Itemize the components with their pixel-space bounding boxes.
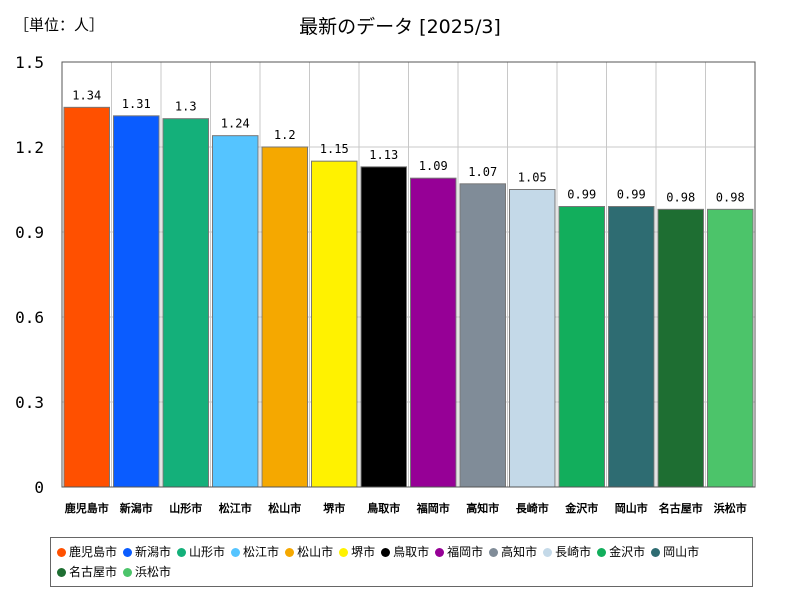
x-tick-label: 松山市 (268, 501, 301, 515)
bar (360, 166, 407, 488)
data-label: 0.99 (567, 188, 596, 202)
legend-label: 長崎市 (555, 545, 592, 559)
legend-marker-icon (285, 548, 295, 557)
x-tick-label: 山形市 (169, 501, 202, 515)
legend-marker-icon (231, 548, 241, 557)
x-tick-label: 高知市 (466, 501, 499, 515)
legend-label: 金沢市 (609, 545, 646, 559)
chart-title: 最新のデータ [2025/3] (299, 16, 501, 38)
legend-marker-icon (597, 548, 607, 557)
legend-item: 金沢市 (597, 542, 645, 562)
data-label: 1.05 (518, 171, 547, 185)
legend-item: 福岡市 (435, 542, 483, 562)
bar (63, 106, 110, 488)
bar (509, 189, 556, 488)
legend-label: 松山市 (297, 545, 334, 559)
bar (162, 118, 209, 488)
data-label: 1.09 (419, 159, 448, 173)
bar (459, 183, 506, 488)
x-tick-label: 堺市 (323, 501, 345, 515)
legend-label: 松江市 (243, 545, 280, 559)
x-tick-label: 浜松市 (714, 501, 747, 515)
legend-label: 堺市 (351, 545, 376, 559)
data-label: 0.98 (716, 190, 745, 204)
bar (261, 146, 308, 488)
y-tick-label: 0.9 (15, 223, 44, 242)
bar (707, 208, 754, 488)
legend-item: 山形市 (177, 542, 225, 562)
x-tick-label: 新潟市 (120, 501, 153, 515)
data-label: 1.07 (468, 165, 497, 179)
legend-label: 福岡市 (447, 545, 484, 559)
legend-item: 鳥取市 (381, 542, 429, 562)
bar (558, 206, 605, 488)
x-tick-label: 福岡市 (416, 501, 450, 515)
legend-item: 松山市 (285, 542, 333, 562)
legend-marker-icon (57, 548, 66, 557)
legend-label: 高知市 (501, 545, 538, 559)
legend-item: 堺市 (339, 542, 375, 562)
legend-item: 新潟市 (123, 542, 171, 562)
y-tick-label: 0 (34, 478, 44, 497)
x-tick-label: 名古屋市 (659, 501, 703, 515)
legend-item: 浜松市 (123, 562, 171, 582)
x-tick-label: 鳥取市 (367, 501, 400, 515)
x-tick-label: 金沢市 (564, 501, 598, 515)
data-label: 1.31 (122, 97, 151, 111)
legend-marker-icon (339, 548, 349, 557)
data-label: 1.13 (369, 148, 398, 162)
data-label: 1.3 (175, 100, 197, 114)
bar (608, 206, 655, 488)
legend-item: 高知市 (489, 542, 537, 562)
legend-label: 鳥取市 (393, 545, 430, 559)
legend-item: 岡山市 (651, 542, 699, 562)
bar (657, 208, 704, 488)
legend: 鹿児島市 新潟市 山形市 松江市 松山市 堺市 鳥取市 福岡市 高知市 長崎市 金沢市 岡山市名古屋市… (50, 537, 753, 587)
legend-item: 長崎市 (543, 542, 591, 562)
legend-marker-icon (57, 568, 66, 577)
data-label: 1.34 (72, 88, 101, 102)
data-label: 1.2 (274, 128, 296, 142)
legend-label: 鹿児島市 (69, 545, 118, 559)
y-tick-label: 0.3 (15, 393, 44, 412)
legend-item: 松江市 (231, 542, 279, 562)
legend-label: 浜松市 (135, 565, 172, 579)
legend-label: 名古屋市 (69, 565, 118, 579)
y-tick-label: 0.6 (15, 308, 44, 327)
bar-chart: 0 0.3 0.6 0.9 1.2 1.5 1.34 鹿児島市 1.31 新潟市 1.3 山形市 1.2… (15, 53, 756, 515)
y-tick-label: 1.2 (15, 138, 44, 157)
legend-marker-icon (489, 548, 499, 557)
x-tick-label: 長崎市 (516, 501, 549, 515)
data-label: 1.24 (221, 117, 250, 131)
legend-marker-icon (381, 548, 391, 557)
y-tick-label: 1.5 (15, 53, 44, 72)
legend-item: 名古屋市 (57, 562, 117, 582)
legend-marker-icon (123, 568, 133, 577)
x-tick-label: 岡山市 (615, 501, 648, 515)
legend-marker-icon (543, 548, 553, 557)
x-tick-label: 鹿児島市 (65, 501, 109, 515)
legend-label: 岡山市 (663, 545, 700, 559)
data-label: 1.15 (320, 142, 349, 156)
legend-label: 山形市 (189, 545, 226, 559)
bar (212, 135, 259, 488)
legend-marker-icon (651, 548, 661, 557)
unit-label: ［単位：人］ (14, 16, 105, 34)
bar (410, 177, 457, 488)
legend-item: 鹿児島市 (57, 542, 117, 562)
legend-label: 新潟市 (135, 545, 172, 559)
bar (113, 115, 160, 488)
x-tick-label: 松江市 (219, 501, 252, 515)
legend-marker-icon (177, 548, 187, 557)
data-label: 0.98 (666, 190, 695, 204)
legend-marker-icon (435, 548, 445, 557)
bar (311, 160, 358, 488)
data-label: 0.99 (617, 188, 646, 202)
plot-border (61, 61, 756, 488)
legend-marker-icon (123, 548, 133, 557)
